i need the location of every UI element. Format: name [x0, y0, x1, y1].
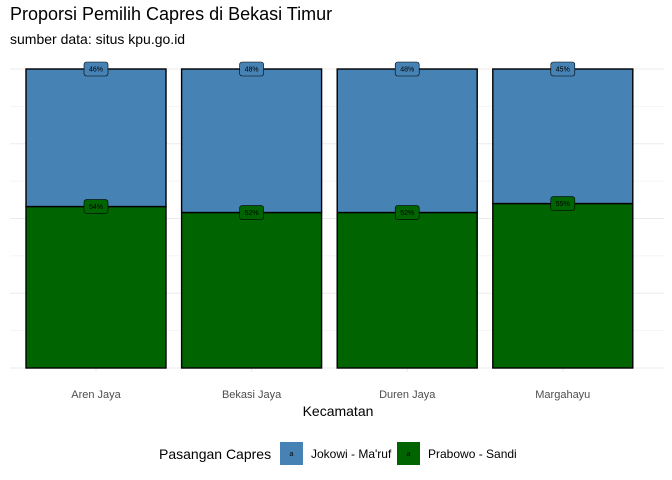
x-tick-label: Duren Jaya [379, 389, 436, 401]
data-label: 48% [239, 61, 264, 77]
data-label-text: 45% [556, 67, 570, 74]
data-label-box [550, 61, 576, 77]
legend-label: Prabowo - Sandi [428, 447, 517, 461]
data-label: 52% [394, 205, 420, 220]
bar-segment [336, 68, 478, 214]
legend-key [397, 442, 420, 465]
x-tick-label: Aren Jaya [71, 389, 121, 401]
data-label-box [394, 61, 420, 77]
data-label-box [394, 205, 420, 220]
data-label-box [550, 196, 576, 211]
data-label-text: 52% [245, 210, 259, 217]
data-label: 45% [550, 61, 576, 77]
chart-subtitle: sumber data: situs kpu.go.id [10, 31, 185, 47]
x-tick-labels: Aren Jaya Bekasi Jaya Duren Jaya Margahayu [71, 389, 590, 401]
legend-key [280, 442, 303, 465]
data-label-text: 46% [89, 67, 103, 74]
legend-item: a Jokowi - Ma'ruf [280, 442, 392, 465]
bar-segment [336, 211, 478, 369]
legend-key-glyph: a [407, 451, 411, 458]
data-label-box [239, 61, 264, 77]
data-label: 55% [550, 196, 576, 211]
bar-segment [25, 205, 167, 369]
bar-segment [492, 202, 634, 369]
legend-key-glyph: a [290, 451, 294, 458]
data-label-box [83, 61, 109, 77]
chart-title: Proporsi Pemilih Capres di Bekasi Timur [10, 4, 332, 24]
x-axis-label: Kecamatan [303, 403, 374, 419]
bar-segment [25, 68, 167, 208]
data-label-text: 55% [556, 201, 570, 208]
data-labels: 54% 46% 52% 48% 52% 48% 55% 45% [83, 61, 576, 220]
legend: Pasangan Capres a Jokowi - Ma'ruf a Prabowo… [159, 442, 517, 465]
legend-label: Jokowi - Ma'ruf [311, 447, 392, 461]
data-label-text: 48% [400, 67, 414, 74]
bars [25, 68, 634, 369]
data-label: 52% [239, 205, 264, 220]
legend-item: a Prabowo - Sandi [397, 442, 517, 465]
data-label: 54% [83, 199, 109, 214]
bar-segment [492, 68, 634, 205]
data-label-box [83, 199, 109, 214]
legend-title: Pasangan Capres [159, 446, 271, 462]
data-label-text: 48% [245, 67, 259, 74]
bar-segment [180, 211, 323, 369]
data-label: 46% [83, 61, 109, 77]
x-tick-label: Bekasi Jaya [222, 389, 282, 401]
bar-segment [180, 68, 323, 214]
x-tick-label: Margahayu [535, 389, 590, 401]
data-label-box [239, 205, 264, 220]
data-label-text: 52% [400, 210, 414, 217]
data-label: 48% [394, 61, 420, 77]
data-label-text: 54% [89, 204, 103, 211]
